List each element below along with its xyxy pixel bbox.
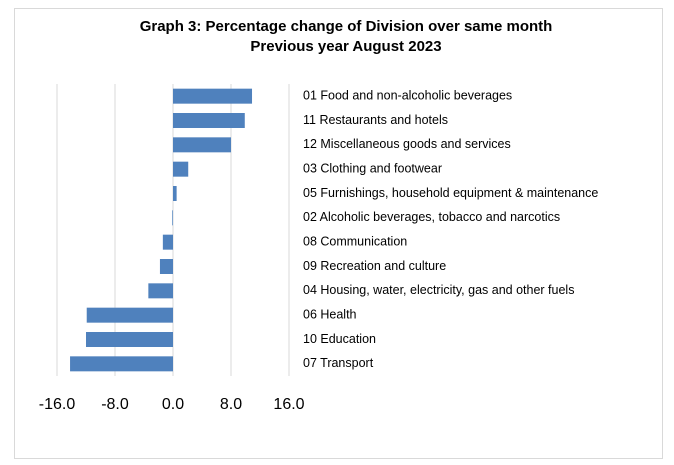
bar [159, 259, 173, 274]
bar [162, 234, 173, 250]
bar [86, 332, 173, 347]
x-tick-label: 8.0 [220, 396, 242, 413]
category-label: 11 Restaurants and hotels [303, 113, 448, 127]
category-label: 09 Recreation and culture [303, 259, 446, 273]
bar [172, 210, 173, 226]
category-label: 05 Furnishings, household equipment & ma… [303, 186, 598, 200]
bar [173, 88, 253, 104]
chart-title: Graph 3: Percentage change of Division o… [140, 18, 553, 35]
category-label: 01 Food and non-alcoholic beverages [303, 88, 512, 102]
x-tick-label: 16.0 [273, 396, 304, 413]
category-label: 08 Communication [303, 234, 407, 248]
category-label: 12 Miscellaneous goods and services [303, 137, 511, 151]
category-label: 06 Health [303, 307, 357, 321]
category-label: 07 Transport [303, 356, 374, 370]
chart-title: Previous year August 2023 [250, 38, 441, 55]
bar [70, 356, 173, 372]
chart-frame [14, 8, 663, 459]
category-label: 03 Clothing and footwear [303, 161, 442, 175]
x-tick-label: -16.0 [39, 396, 76, 413]
bar [148, 283, 173, 299]
category-label: 02 Alcoholic beverages, tobacco and narc… [303, 210, 560, 224]
category-label: 10 Education [303, 332, 376, 346]
bar [86, 307, 173, 323]
bar [173, 137, 231, 153]
bar [173, 113, 245, 128]
category-label: 04 Housing, water, electricity, gas and … [303, 283, 574, 297]
bar [173, 161, 189, 177]
x-tick-label: 0.0 [162, 396, 184, 413]
x-tick-label: -8.0 [101, 396, 129, 413]
bar [173, 186, 177, 201]
